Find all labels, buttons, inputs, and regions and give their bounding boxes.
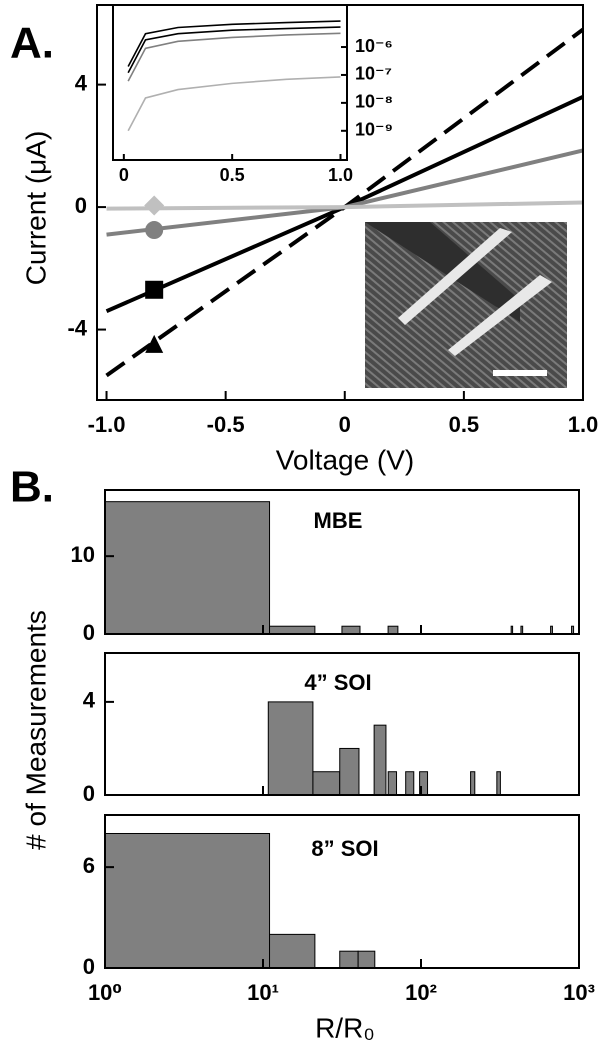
bar xyxy=(267,701,314,796)
line xyxy=(127,32,341,82)
panel-title: 8” SOI xyxy=(311,836,378,861)
bar xyxy=(341,625,361,635)
x-tick-label: 10⁰ xyxy=(88,980,122,1005)
x-tick-label: 0 xyxy=(119,165,129,185)
x-tick-label: 0.5 xyxy=(220,165,245,185)
bar xyxy=(104,832,271,969)
x-tick-label: 0 xyxy=(339,412,351,437)
sem-wire xyxy=(398,228,512,325)
y-tick-label: 0 xyxy=(75,193,87,218)
panel-label: A. xyxy=(10,19,54,68)
y-tick-label: 4 xyxy=(75,70,88,95)
plot-frame xyxy=(104,814,580,969)
panel: 10⁰ 10¹ 10² 10³ 0 6 8” SOI xyxy=(83,814,595,1005)
bar xyxy=(470,771,476,796)
plot-frame xyxy=(112,4,348,161)
bar xyxy=(357,950,376,969)
y-tick-label: 10⁻⁷ xyxy=(355,64,392,84)
x-tick-label: 10² xyxy=(405,980,437,1005)
x-axis-label: Voltage (V) xyxy=(276,444,415,475)
bar xyxy=(104,501,271,635)
plot-frame xyxy=(104,652,580,796)
y-tick-label: 0 xyxy=(83,954,95,979)
y-tick-label: 6 xyxy=(83,853,95,878)
line xyxy=(106,200,584,211)
x-tick-label: -0.5 xyxy=(207,412,245,437)
bar xyxy=(571,625,575,635)
bar xyxy=(520,625,524,635)
y-tick-label: 10⁻⁶ xyxy=(355,36,393,56)
y-tick-label: 0 xyxy=(83,620,95,645)
y-axis-label: # of Measurements xyxy=(20,610,51,850)
bar xyxy=(510,625,514,635)
x-axis-label: R/R₀ xyxy=(315,1012,375,1043)
x-tick-label: 1.0 xyxy=(328,165,353,185)
x-tick-label: 10¹ xyxy=(247,980,279,1005)
bar xyxy=(405,771,415,796)
line xyxy=(127,26,341,74)
sem-shadow xyxy=(365,222,520,322)
y-tick-label: 10⁻⁹ xyxy=(355,120,393,140)
y-axis-label: Current (μA) xyxy=(20,131,51,286)
x-tick-label: 1.0 xyxy=(568,412,599,437)
panel-title: 4” SOI xyxy=(304,670,371,695)
panel: 0 10 MBE xyxy=(71,489,580,645)
marker xyxy=(144,195,165,216)
panel: 0 0.5 1.0 10⁻⁶ 10⁻⁷ 10⁻⁸ 10⁻⁹ xyxy=(112,4,393,185)
bar xyxy=(269,933,316,969)
y-tick-label: 10⁻⁸ xyxy=(355,92,393,112)
marker xyxy=(145,334,164,353)
y-tick-label: 0 xyxy=(83,781,95,806)
panel: 0 4 4” SOI xyxy=(83,652,580,806)
x-tick-label: 10³ xyxy=(563,980,595,1005)
marker xyxy=(145,221,164,240)
x-tick-label: 0.5 xyxy=(449,412,480,437)
bar xyxy=(269,625,316,635)
bar xyxy=(339,747,360,796)
panel-label: B. xyxy=(10,463,54,512)
y-tick-label: -4 xyxy=(67,315,87,340)
sem-background xyxy=(365,222,567,388)
bar xyxy=(373,724,387,796)
line xyxy=(127,20,341,67)
bar xyxy=(496,771,501,796)
marker xyxy=(145,280,164,299)
plot-frame xyxy=(104,489,580,635)
bar xyxy=(387,771,398,796)
bar xyxy=(387,625,399,635)
line xyxy=(127,76,341,132)
bar xyxy=(339,950,359,969)
bar xyxy=(550,625,553,635)
bar xyxy=(312,771,341,796)
scale-bar xyxy=(493,370,547,376)
sem-image xyxy=(365,222,567,388)
x-tick-label: -1.0 xyxy=(88,412,126,437)
panel-title: MBE xyxy=(314,508,363,533)
y-tick-label: 4 xyxy=(83,688,96,713)
sem-wire xyxy=(448,275,552,356)
y-tick-label: 10 xyxy=(71,542,95,567)
